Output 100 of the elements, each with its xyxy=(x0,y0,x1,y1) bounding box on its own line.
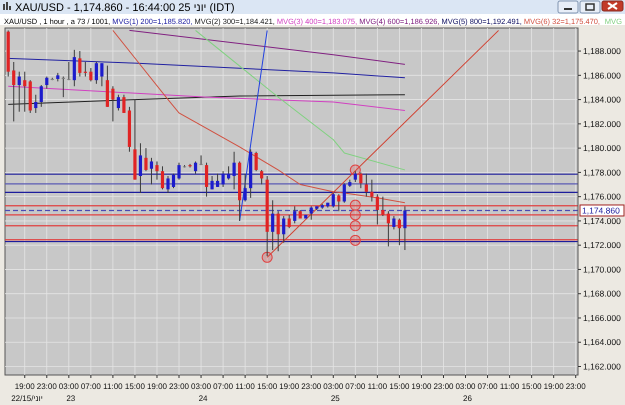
point xyxy=(350,234,361,246)
chart-title: XAU/USD - 1,174.860 - 16:44:00 25 יוני (IDT) xyxy=(15,2,235,14)
x-tick-label: 07:00 xyxy=(80,382,102,391)
point xyxy=(350,220,361,232)
point xyxy=(350,200,361,211)
candlestick xyxy=(18,71,21,112)
candlestick xyxy=(271,200,274,251)
candlestick xyxy=(288,214,291,229)
y-tick-label: 1,172.000 xyxy=(583,240,622,250)
y-tick-label: 1,184.000 xyxy=(583,94,622,105)
candlestick xyxy=(12,61,16,122)
candlestick xyxy=(244,173,247,202)
candlestick xyxy=(204,162,208,198)
candlestick xyxy=(310,206,313,220)
candlestick xyxy=(40,84,43,108)
x-tick-label: 15:00 xyxy=(257,382,278,391)
y-tick-label: 1,188.000 xyxy=(583,46,622,56)
candlestick xyxy=(370,179,374,202)
candlestick xyxy=(216,173,220,188)
x-tick-label: 15:00 xyxy=(522,382,542,391)
x-tick-label: 23:00 xyxy=(36,382,58,391)
candlestick xyxy=(172,173,176,189)
candlestick xyxy=(100,62,104,87)
x-tick-label: 07:00 xyxy=(213,382,234,391)
candlestick xyxy=(364,173,368,198)
candlestick xyxy=(376,194,379,226)
x-tick-label: 23:00 xyxy=(433,382,454,391)
x-tick-label: 23:00 xyxy=(168,382,190,391)
candlestick xyxy=(386,210,390,247)
x-tick-label: 19:00 xyxy=(279,382,300,391)
candlestick xyxy=(398,218,401,246)
x-tick-label: 15:00 xyxy=(124,382,146,391)
candlestick xyxy=(111,86,114,122)
x-tick-label: 11:00 xyxy=(500,382,520,391)
candlestick xyxy=(260,169,264,186)
x-tick-label: 23:00 xyxy=(301,382,322,391)
y-tick-label: 1,168.000 xyxy=(583,288,622,299)
y-tick-label: 1,182.000 xyxy=(583,118,622,129)
x-tick-label: 03:00 24 xyxy=(191,382,212,403)
y-tick-label: 1,180.000 xyxy=(583,143,622,154)
candlestick xyxy=(23,71,26,112)
candlestick xyxy=(138,142,142,194)
candlestick xyxy=(221,170,225,188)
candlestick xyxy=(122,94,126,114)
candlestick xyxy=(276,210,280,252)
x-tick-label: 15:00 xyxy=(389,382,410,391)
point xyxy=(350,209,361,220)
candlestick xyxy=(354,170,357,183)
x-tick-label: 11:00 xyxy=(368,382,388,391)
candlestick xyxy=(78,50,82,78)
candlestick xyxy=(254,151,258,172)
y-tick-label: 1,164.000 xyxy=(583,337,622,348)
candlestick xyxy=(45,76,48,90)
point xyxy=(350,164,361,176)
candlestick xyxy=(150,157,154,186)
candlestick xyxy=(293,206,296,224)
x-tick-label: 03:00 26 xyxy=(455,382,476,403)
x-tick-label: 19:00 xyxy=(411,382,432,391)
candlestick xyxy=(166,176,170,194)
y-tick-label: 1,186.000 xyxy=(583,70,622,80)
candlestick xyxy=(381,196,384,217)
candlestick xyxy=(392,216,396,230)
candlestick xyxy=(116,94,120,112)
candlestick xyxy=(177,162,181,180)
y-tick-label: 1,174.000 xyxy=(583,216,622,226)
candlestick xyxy=(155,160,159,180)
candlestick xyxy=(403,206,407,251)
x-tick-label: 07:00 xyxy=(345,382,366,391)
x-tick-label: 03:00 25 xyxy=(323,382,344,403)
candlestick xyxy=(199,154,203,166)
candlestick xyxy=(359,172,362,189)
candlestick xyxy=(342,182,346,204)
candlestick xyxy=(67,61,70,81)
candlestick xyxy=(72,49,76,87)
candlestick xyxy=(282,216,286,244)
candlestick xyxy=(332,192,335,208)
candlestick xyxy=(210,176,214,190)
candlestick xyxy=(34,94,38,114)
ref-line-label: 1,174.860 xyxy=(582,205,620,216)
x-tick-label: 03:00 23 xyxy=(58,382,80,403)
candlestick xyxy=(194,160,198,174)
candlestick xyxy=(144,148,148,172)
x-tick-label: 07:00 xyxy=(478,382,498,391)
candlestick xyxy=(232,151,236,190)
x-tick-label: 11:00 xyxy=(103,382,124,391)
x-tick-label: 11:00 xyxy=(235,382,256,391)
x-tick-label: 23:00 xyxy=(566,382,586,391)
y-tick-label: 1,170.000 xyxy=(583,264,622,274)
candlestick xyxy=(227,166,230,180)
candlestick xyxy=(94,61,98,84)
y-tick-label: 1,176.000 xyxy=(583,192,622,202)
y-tick-label: 1,166.000 xyxy=(583,312,622,323)
y-tick-label: 1,178.000 xyxy=(583,167,622,178)
candlestick xyxy=(337,194,340,212)
x-tick-label: 19:00 xyxy=(544,382,564,391)
candlestick xyxy=(62,76,65,98)
candlestick xyxy=(84,61,87,78)
candlestick xyxy=(89,68,92,82)
y-tick-label: 1,162.000 xyxy=(583,361,622,372)
candlestick xyxy=(160,166,164,190)
